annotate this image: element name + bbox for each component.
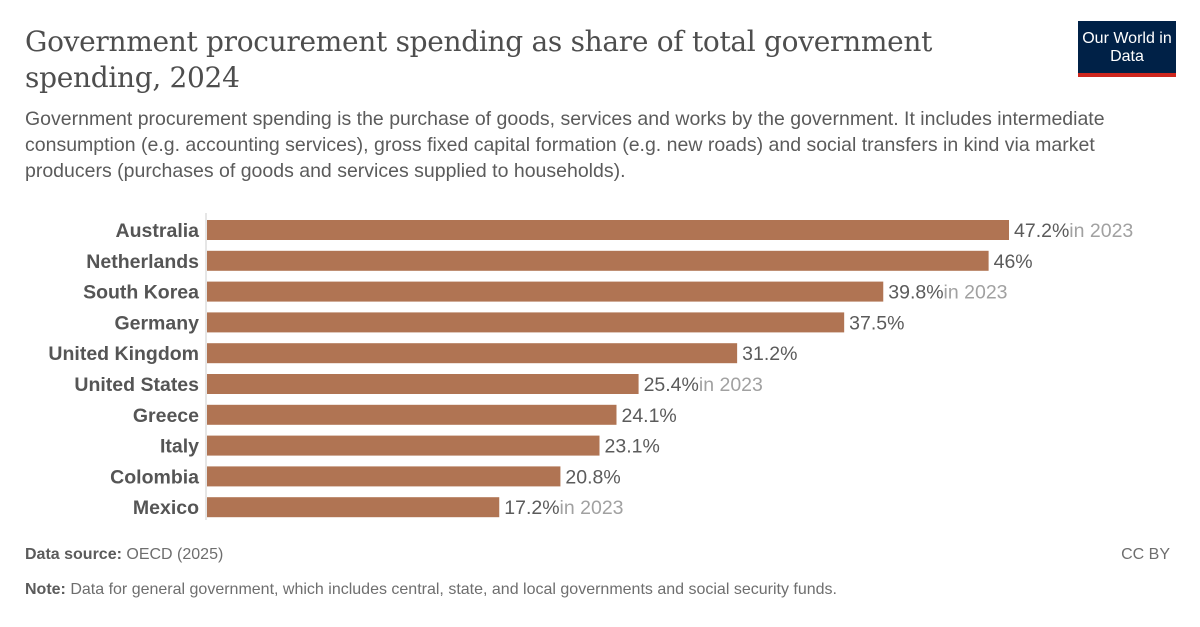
bar-greece[interactable] [207,404,617,425]
bar-australia[interactable] [207,220,1009,240]
value-text: 17.2% [504,497,559,519]
value-text: 31.2% [742,343,797,365]
chart-subtitle: Government procurement spending is the p… [25,108,1105,182]
note-text: Data for general government, which inclu… [70,581,837,598]
value-text: 47.2% [1014,220,1069,242]
value-label: 25.4%in 2023 [644,374,763,396]
value-text: 37.5% [849,312,904,334]
license[interactable]: CC BY [1121,546,1170,563]
value-label: 23.1% [605,436,660,458]
value-label: 46% [994,251,1033,273]
bar-mexico[interactable] [207,497,500,518]
value-text: 39.8% [888,282,943,304]
bar-germany[interactable] [207,312,845,333]
value-text: 46% [994,251,1033,273]
source-text[interactable]: OECD (2025) [126,546,224,563]
bar-netherlands[interactable] [207,250,989,271]
source-label: Data source: [25,546,122,563]
category-label: Colombia [110,466,199,488]
value-label: 20.8% [565,466,620,488]
category-label: United Kingdom [48,343,199,365]
category-label: Australia [116,220,200,242]
year-note: in 2023 [699,374,763,396]
value-text: 20.8% [565,466,620,488]
category-label: Mexico [133,497,199,519]
chart-title: Government procurement spending as share… [25,25,933,94]
note: Note: Data for general government, which… [25,581,837,599]
value-text: 23.1% [605,436,660,458]
owid-logo[interactable]: Our World in Data [1078,21,1176,77]
value-label: 39.8%in 2023 [888,282,1007,304]
value-text: 25.4% [644,374,699,396]
bar-united-kingdom[interactable] [207,343,738,364]
value-label: 47.2%in 2023 [1014,220,1133,242]
category-label: Germany [114,312,199,334]
category-label: Greece [133,405,199,427]
bar-italy[interactable] [207,435,600,456]
category-label: Netherlands [86,251,199,273]
year-note: in 2023 [560,497,624,519]
bar-united-states[interactable] [207,374,639,394]
value-label: 31.2% [742,343,797,365]
value-text: 24.1% [621,405,676,427]
bar-colombia[interactable] [207,466,561,487]
year-note: in 2023 [1069,220,1133,242]
category-label: South Korea [83,282,199,304]
year-note: in 2023 [944,282,1008,304]
value-label: 24.1% [621,405,676,427]
value-label: 37.5% [849,312,904,334]
data-source: Data source: OECD (2025) [25,546,223,564]
value-label: 17.2%in 2023 [504,497,623,519]
bar-south-korea[interactable] [207,281,884,302]
note-label: Note: [25,581,66,598]
category-label: Italy [160,436,199,458]
category-label: United States [74,374,199,396]
